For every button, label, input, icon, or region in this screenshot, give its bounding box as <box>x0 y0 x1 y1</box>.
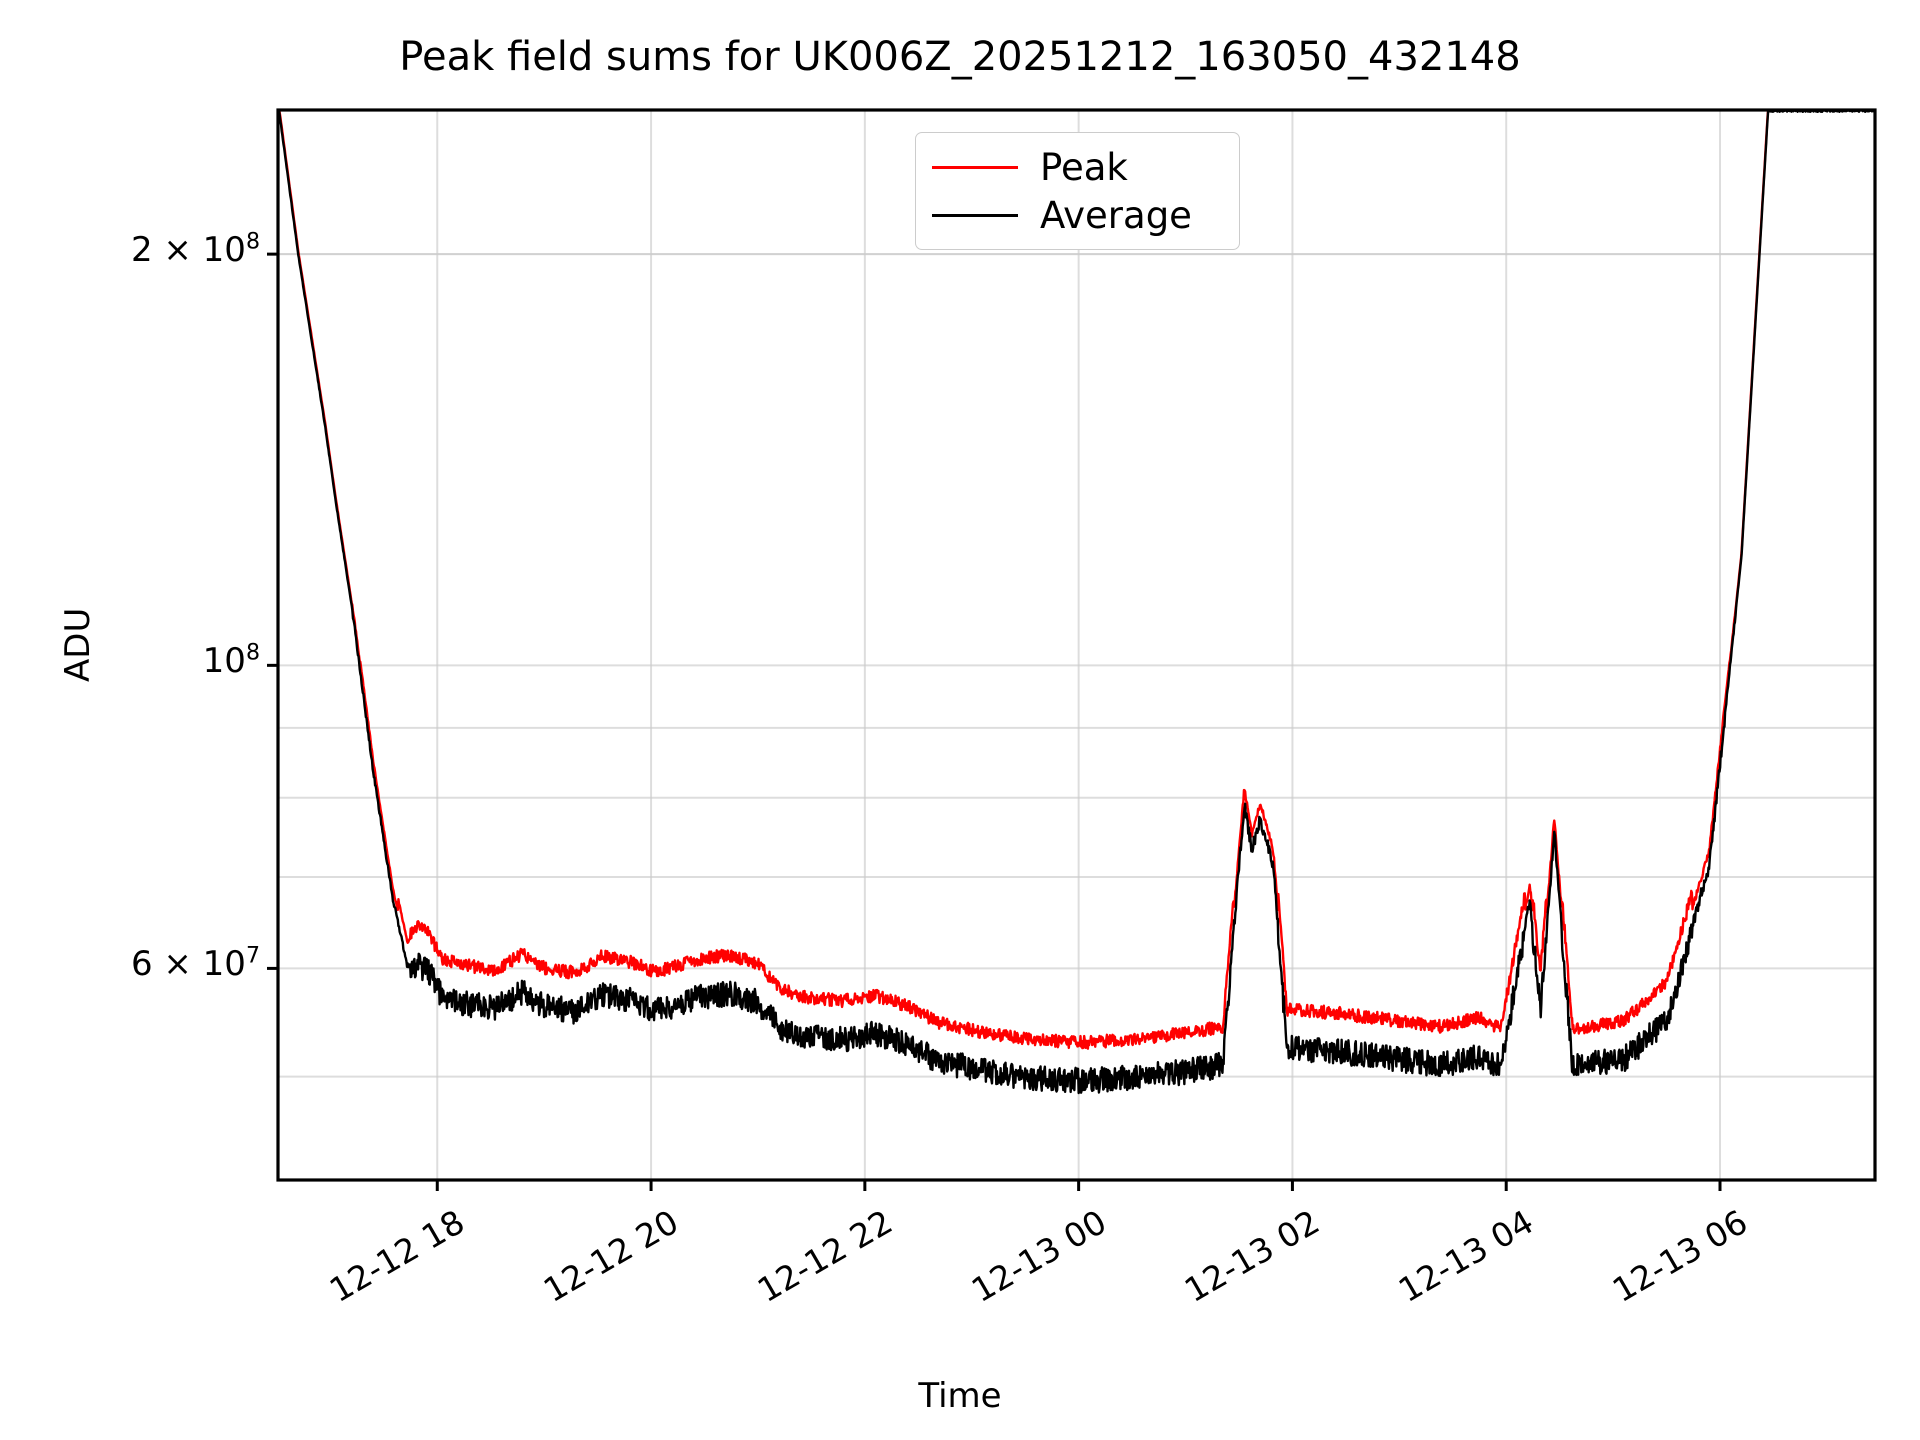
grid-lines <box>278 110 1875 1180</box>
y-tick-exponent: 7 <box>245 943 260 970</box>
chart-title: Peak field sums for UK006Z_20251212_1630… <box>399 34 1521 80</box>
axis-ticks <box>267 252 1722 1191</box>
legend-line-swatch-average <box>932 213 1018 217</box>
series-line-average <box>279 111 1874 1095</box>
y-tick-exponent: 8 <box>245 228 260 255</box>
y-tick-label: 108 <box>203 641 260 681</box>
legend-line-swatch-peak <box>932 165 1018 169</box>
y-tick-label: 2 × 108 <box>131 230 260 270</box>
chart-legend[interactable]: Peak Average <box>915 132 1240 250</box>
y-tick-mantissa: 10 <box>202 641 246 682</box>
plot-frame <box>276 108 1877 1182</box>
x-axis-label: Time <box>918 1376 1002 1416</box>
y-tick-exponent: 8 <box>245 640 260 667</box>
y-axis-label: ADU <box>58 607 98 682</box>
y-tick-mantissa: 6 × 10 <box>130 944 246 985</box>
data-series-group <box>279 111 1874 1095</box>
legend-entry-average[interactable]: Average <box>916 191 1239 239</box>
y-tick-mantissa: 2 × 10 <box>130 230 246 271</box>
series-line-peak <box>279 111 1874 1050</box>
y-tick-label: 6 × 107 <box>131 944 260 984</box>
legend-label: Peak <box>1040 145 1128 189</box>
legend-label: Average <box>1040 193 1192 237</box>
legend-entry-peak[interactable]: Peak <box>916 143 1239 191</box>
